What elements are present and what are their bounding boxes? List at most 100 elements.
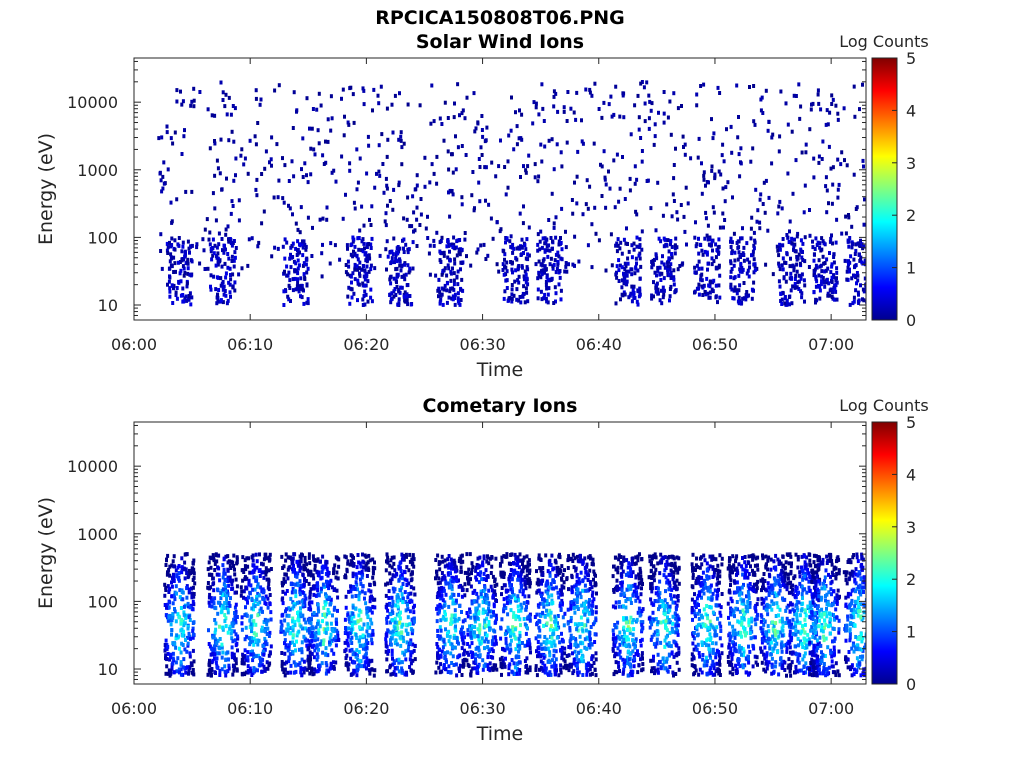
heatmap-cell (208, 230, 212, 235)
heatmap-cell (218, 646, 222, 651)
heatmap-cell (322, 162, 326, 166)
heatmap-cell (409, 302, 413, 307)
heatmap-cell (246, 668, 250, 673)
heatmap-cell (181, 665, 185, 670)
heatmap-cell (452, 663, 456, 667)
heatmap-cell (451, 601, 455, 606)
heatmap-cell (542, 640, 546, 645)
heatmap-cell (184, 552, 188, 557)
heatmap-cell (401, 650, 405, 655)
heatmap-cell (510, 577, 514, 582)
heatmap-cell (324, 594, 328, 599)
heatmap-cell (802, 210, 806, 215)
heatmap-cell (794, 249, 798, 254)
heatmap-cell (287, 297, 291, 302)
heatmap-cell (476, 595, 480, 600)
heatmap-cell (525, 663, 528, 668)
heatmap-cell (311, 672, 315, 677)
heatmap-cell (400, 557, 404, 562)
heatmap-cell (285, 273, 289, 278)
heatmap-cell (209, 284, 212, 289)
heatmap-cell (523, 594, 527, 599)
heatmap-cell (549, 256, 553, 261)
heatmap-cell (164, 653, 168, 658)
heatmap-cell (634, 266, 638, 271)
heatmap-cell (781, 256, 785, 261)
heatmap-cell (343, 114, 346, 119)
heatmap-cell (389, 281, 393, 286)
heatmap-cell (742, 258, 746, 263)
heatmap-cell (855, 271, 859, 275)
heatmap-cell (502, 272, 506, 277)
heatmap-cell (325, 621, 329, 626)
heatmap-cell (233, 572, 237, 577)
heatmap-cell (738, 283, 742, 288)
heatmap-cell (213, 173, 217, 178)
heatmap-cell (856, 273, 860, 278)
heatmap-cell (334, 621, 338, 626)
heatmap-cell (369, 263, 373, 268)
heatmap-cell (819, 282, 823, 287)
heatmap-cell (524, 280, 528, 285)
heatmap-cell (517, 614, 521, 619)
heatmap-cell (549, 236, 553, 240)
heatmap-cell (231, 104, 235, 108)
heatmap-cell (286, 294, 290, 299)
heatmap-cell (315, 107, 319, 112)
heatmap-cell (685, 242, 688, 247)
heatmap-cell (519, 572, 523, 577)
heatmap-cell (528, 668, 532, 673)
heatmap-cell (521, 569, 525, 574)
heatmap-cell (291, 126, 295, 130)
heatmap-cell (232, 617, 236, 622)
heatmap-cell (406, 102, 410, 107)
heatmap-cell (321, 650, 325, 655)
heatmap-cell (187, 297, 191, 302)
heatmap-cell (564, 229, 567, 234)
heatmap-cell (315, 558, 319, 563)
heatmap-cell (190, 595, 194, 600)
heatmap-cell (387, 596, 391, 600)
heatmap-cell (246, 655, 250, 660)
heatmap-cell (175, 573, 179, 578)
heatmap-cell (502, 249, 506, 254)
heatmap-cell (233, 615, 237, 620)
heatmap-cell (446, 571, 450, 576)
heatmap-cell (395, 266, 399, 271)
heatmap-cell (219, 276, 223, 281)
heatmap-cell (863, 276, 866, 281)
heatmap-cell (190, 591, 194, 596)
heatmap-cell (248, 625, 252, 630)
heatmap-cell (397, 577, 401, 582)
heatmap-cell (650, 101, 654, 106)
heatmap-cell (175, 197, 179, 202)
heatmap-cell (409, 638, 413, 643)
heatmap-cell (187, 574, 191, 579)
heatmap-cell (777, 149, 781, 154)
heatmap-cell (260, 628, 264, 633)
heatmap-cell (256, 653, 260, 658)
heatmap-cell (487, 602, 491, 607)
heatmap-cell (732, 276, 736, 281)
heatmap-cell (468, 624, 471, 629)
heatmap-cell (635, 177, 639, 182)
heatmap-cell (695, 263, 699, 268)
heatmap-cell (524, 168, 528, 173)
heatmap-cell (466, 577, 470, 582)
heatmap-cell (174, 619, 178, 624)
heatmap-cell (361, 633, 365, 638)
heatmap-cell (369, 617, 373, 622)
heatmap-cell (540, 269, 543, 274)
heatmap-cell (397, 669, 401, 674)
heatmap-cell (730, 267, 734, 271)
heatmap-cell (469, 634, 473, 639)
heatmap-cell (853, 114, 857, 119)
heatmap-cell (166, 651, 170, 656)
heatmap-cell (469, 615, 473, 620)
heatmap-cell (222, 593, 226, 598)
heatmap-cell (593, 205, 597, 210)
heatmap-cell (508, 296, 512, 300)
heatmap-cell (429, 121, 433, 126)
heatmap-cell (430, 162, 434, 167)
heatmap-cell (358, 561, 362, 566)
